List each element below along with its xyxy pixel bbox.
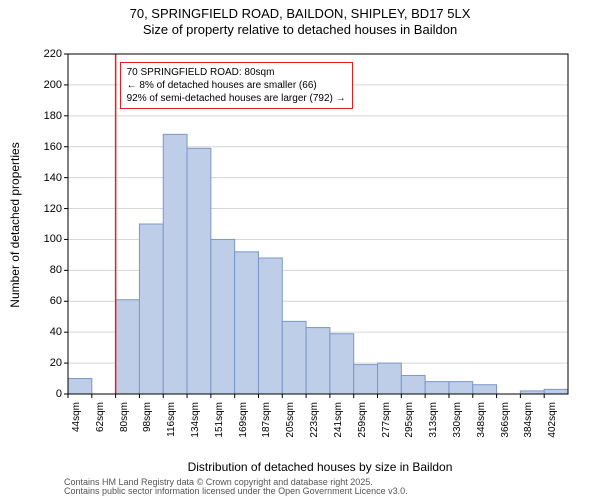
x-tick-label: 330sqm [452,402,463,452]
x-tick-label: 116sqm [166,402,177,452]
y-tick-label: 60 [32,295,62,307]
y-tick-label: 20 [32,357,62,369]
x-tick-label: 277sqm [381,402,392,452]
y-tick-label: 100 [32,233,62,245]
histogram-bar [425,382,449,394]
y-tick-label: 200 [32,79,62,91]
x-axis-label: Distribution of detached houses by size … [64,460,576,474]
title-line-1: 70, SPRINGFIELD ROAD, BAILDON, SHIPLEY, … [0,6,600,22]
x-tick-label: 169sqm [238,402,249,452]
histogram-bar [449,382,473,394]
y-tick-label: 180 [32,110,62,122]
chart-container: 70, SPRINGFIELD ROAD, BAILDON, SHIPLEY, … [0,0,600,500]
x-tick-label: 80sqm [119,402,130,452]
histogram-bar [163,134,187,394]
y-tick-label: 140 [32,172,62,184]
histogram-bar [139,224,163,394]
y-tick-label: 160 [32,141,62,153]
y-tick-label: 0 [32,388,62,400]
histogram-bar [473,385,497,394]
x-tick-label: 134sqm [190,402,201,452]
y-tick-label: 220 [32,48,62,60]
histogram-bar [354,365,378,394]
chart-footer: Contains HM Land Registry data © Crown c… [64,478,576,497]
x-tick-label: 98sqm [142,402,153,452]
x-tick-label: 295sqm [404,402,415,452]
y-tick-label: 120 [32,203,62,215]
histogram-bar [258,258,282,394]
x-tick-label: 313sqm [428,402,439,452]
x-tick-label: 402sqm [547,402,558,452]
x-tick-label: 205sqm [285,402,296,452]
y-tick-label: 80 [32,264,62,276]
x-tick-label: 366sqm [500,402,511,452]
x-tick-label: 259sqm [357,402,368,452]
x-tick-label: 44sqm [71,402,82,452]
histogram-bar [211,239,235,394]
y-axis-label: Number of detached properties [8,50,28,400]
x-tick-label: 62sqm [95,402,106,452]
chart-title: 70, SPRINGFIELD ROAD, BAILDON, SHIPLEY, … [0,0,600,39]
histogram-bar [330,334,354,394]
x-tick-label: 241sqm [333,402,344,452]
histogram-bar [116,300,140,394]
x-tick-label: 223sqm [309,402,320,452]
histogram-bar [378,363,402,394]
histogram-bar [282,321,306,394]
title-line-2: Size of property relative to detached ho… [0,22,600,38]
plot-area: 70 SPRINGFIELD ROAD: 80sqm← 8% of detach… [64,50,576,400]
histogram-bar [68,379,92,394]
x-tick-label: 348sqm [476,402,487,452]
histogram-bar [544,389,568,394]
x-tick-label: 187sqm [261,402,272,452]
footer-line-2: Contains public sector information licen… [64,487,576,496]
histogram-bar [235,252,259,394]
histogram-bar [306,328,330,394]
x-tick-label: 151sqm [214,402,225,452]
x-tick-label: 384sqm [523,402,534,452]
histogram-svg [64,50,576,400]
histogram-bar [401,375,425,394]
histogram-bar [187,148,211,394]
y-tick-label: 40 [32,326,62,338]
